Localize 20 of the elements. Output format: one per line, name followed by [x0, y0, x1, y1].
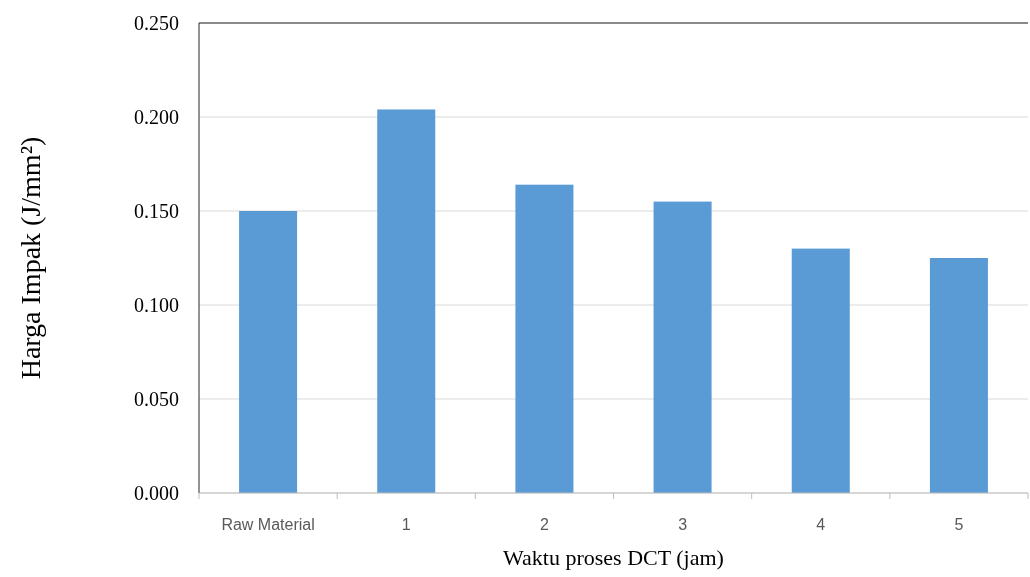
bar [791, 248, 850, 493]
x-axis-title: Waktu proses DCT (jam) [503, 545, 724, 570]
y-tick-label: 0.200 [134, 106, 179, 128]
x-tick-label: 3 [678, 516, 688, 533]
bar [653, 201, 712, 493]
x-tick-label: 2 [539, 516, 549, 533]
y-tick-label: 0.050 [134, 388, 179, 410]
bar [929, 258, 988, 493]
bar [377, 109, 436, 493]
y-tick-label: 0.100 [134, 294, 179, 316]
y-tick-label: 0.250 [134, 12, 179, 34]
y-tick-label: 0.150 [134, 200, 179, 222]
x-tick-label: 5 [954, 516, 964, 533]
bar [515, 184, 574, 493]
x-tick-label: 1 [401, 516, 411, 533]
x-tick-label: 4 [816, 516, 826, 533]
y-tick-label: 0.000 [134, 482, 179, 504]
bar [239, 211, 298, 493]
y-axis-title: Harga Impak (J/mm²) [15, 136, 46, 380]
x-tick-label: Raw Material [221, 516, 315, 533]
